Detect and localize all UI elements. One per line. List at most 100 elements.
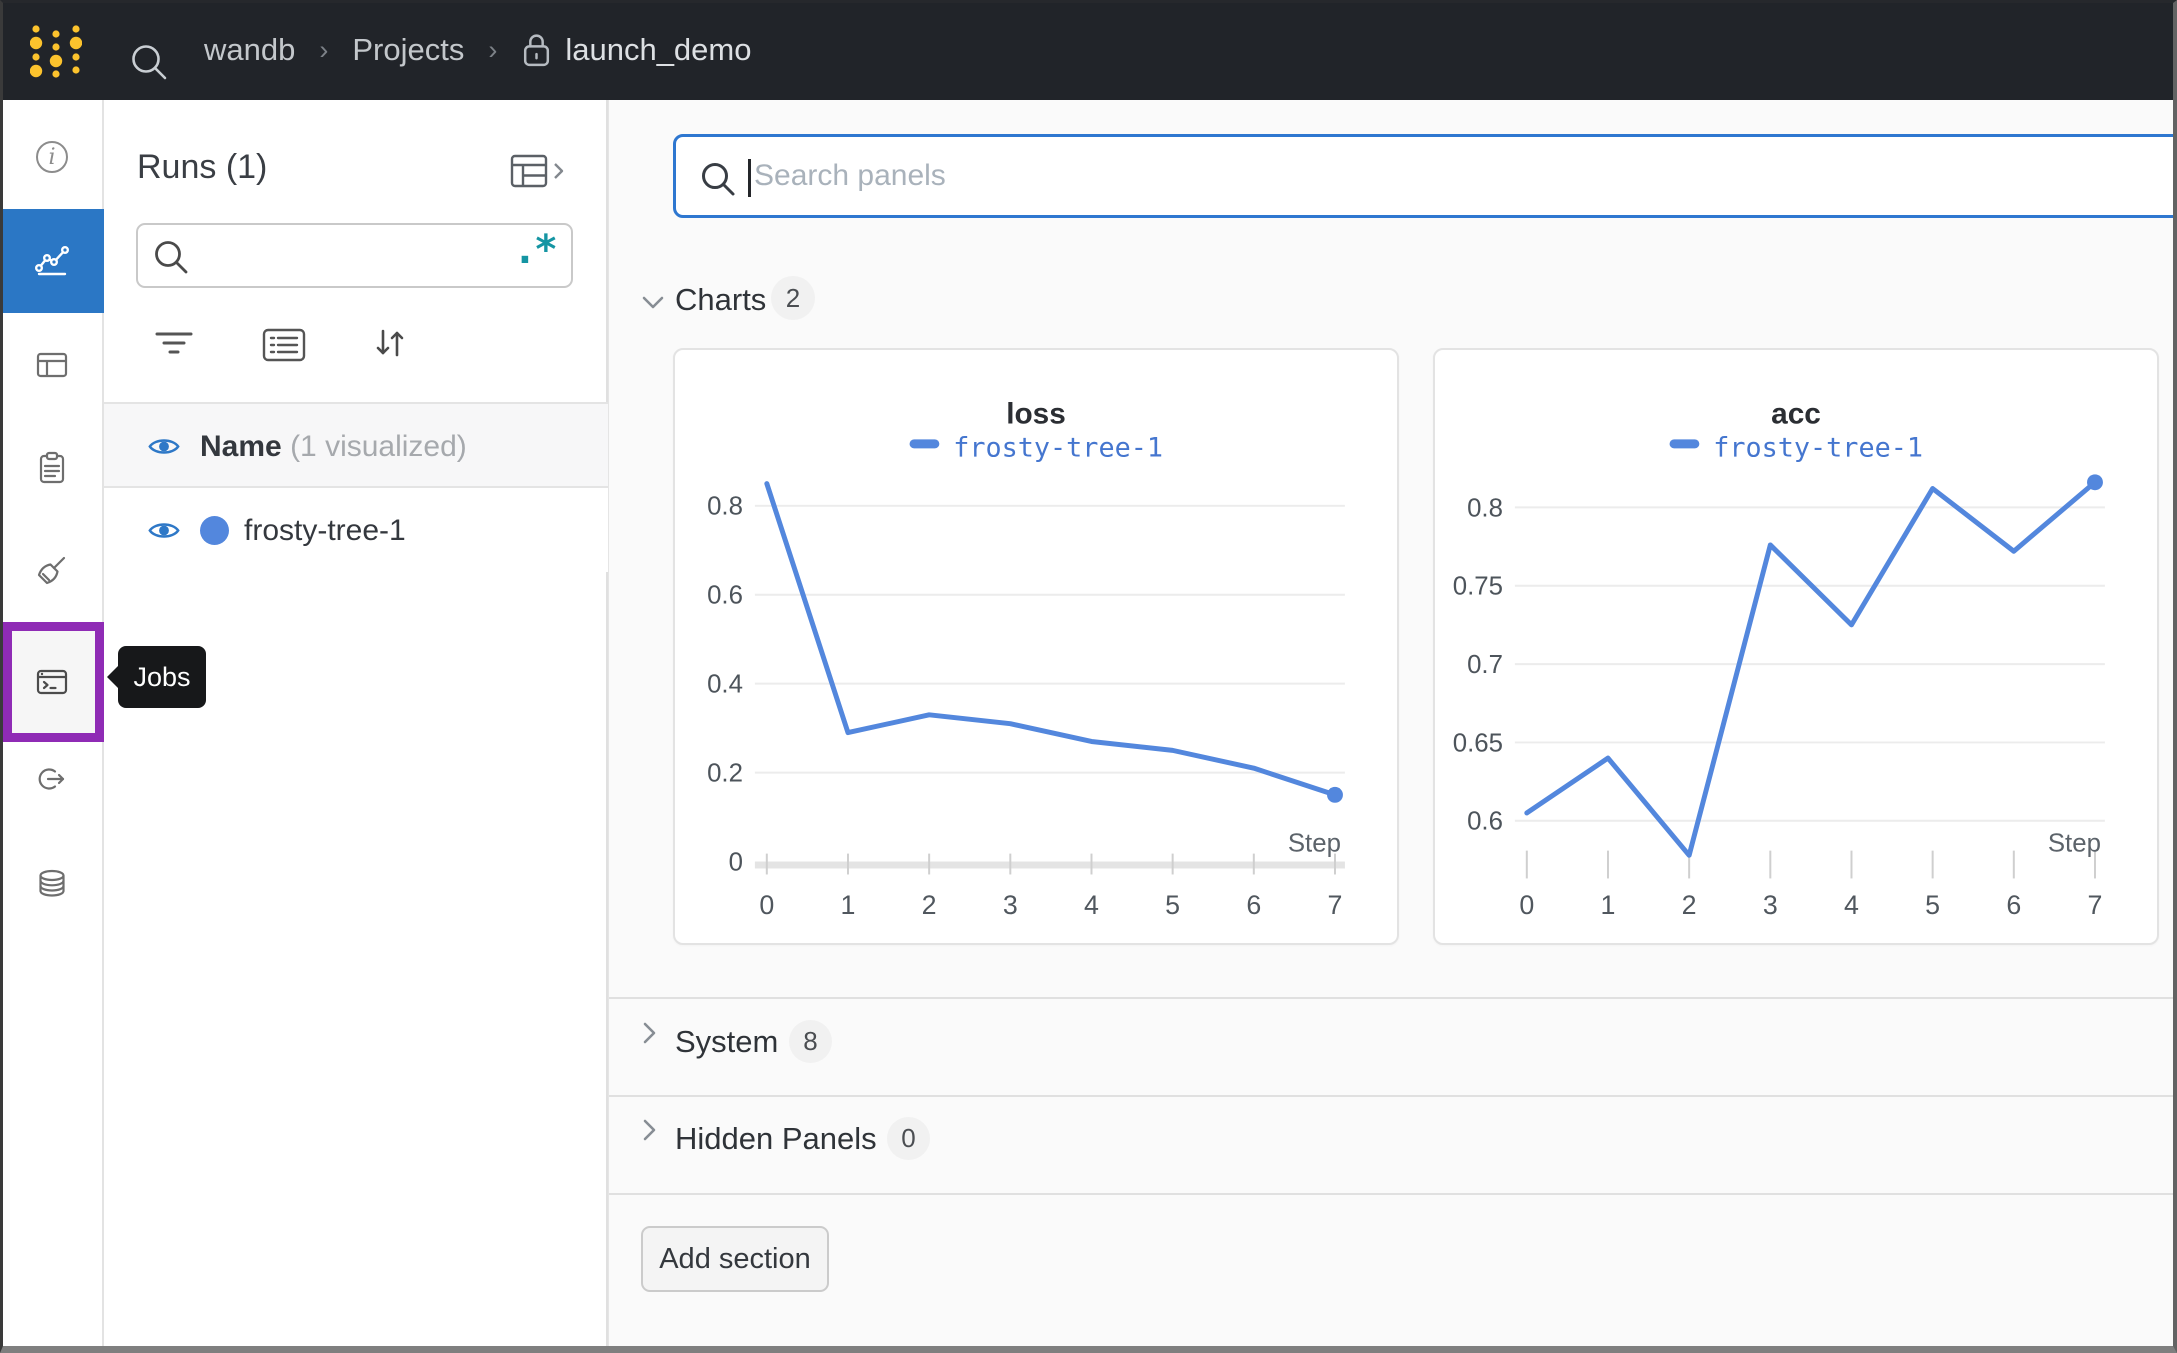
broom-icon — [37, 556, 66, 585]
runs-search-box: .* — [136, 223, 573, 288]
svg-text:0.2: 0.2 — [707, 760, 743, 788]
breadcrumb-projects-link[interactable]: Projects — [352, 32, 465, 67]
svg-text:0.8: 0.8 — [707, 493, 743, 521]
sidebar-item-panels[interactable] — [34, 347, 70, 383]
acc-chart-canvas: acc frosty-tree-1 0.6 0.65 0.7 0.75 0.8 0 1 2 3 4 5 6… — [1435, 350, 2157, 943]
eye-icon — [148, 439, 180, 454]
charts-section-title[interactable]: Charts — [675, 282, 767, 317]
panel-acc-chart[interactable]: acc frosty-tree-1 0.6 0.65 0.7 0.75 0.8 0 1 2 3 4 5 6… — [1433, 348, 2159, 945]
line-chart-icon — [35, 245, 70, 276]
visualized-count-label: (1 visualized) — [290, 430, 467, 463]
top-navigation-bar: wandb › Projects › launch_demo — [0, 0, 2177, 100]
breadcrumb-project[interactable]: launch_demo — [521, 32, 751, 69]
svg-text:0.7: 0.7 — [1467, 651, 1503, 679]
sidebar-item-artifacts[interactable] — [34, 866, 70, 902]
topbar-search-icon[interactable] — [128, 41, 170, 83]
svg-text:0: 0 — [759, 890, 774, 920]
regex-toggle-icon[interactable]: .* — [512, 227, 558, 273]
system-section-title[interactable]: System — [675, 1024, 779, 1059]
sidebar-item-notes[interactable] — [34, 450, 70, 486]
breadcrumb-org-link[interactable]: wandb — [204, 32, 296, 67]
sidebar-item-sweeps[interactable] — [34, 553, 70, 589]
runs-panel-title: Runs (1) — [137, 148, 268, 186]
svg-text:0.8: 0.8 — [1467, 494, 1503, 522]
svg-text:7: 7 — [1328, 890, 1343, 920]
toggle-all-visibility-button[interactable] — [148, 435, 180, 458]
chevron-down-icon — [642, 296, 664, 309]
sort-runs-button[interactable] — [372, 324, 408, 362]
svg-text:2: 2 — [922, 890, 937, 920]
section-divider — [609, 997, 2177, 999]
svg-text:1: 1 — [841, 890, 856, 920]
svg-text:0.6: 0.6 — [1467, 808, 1503, 836]
svg-text:2: 2 — [1682, 890, 1697, 920]
svg-text:4: 4 — [1084, 890, 1099, 920]
breadcrumb-separator-icon: › — [488, 34, 498, 65]
svg-text:frosty-tree-1: frosty-tree-1 — [1713, 432, 1923, 463]
wandb-logo[interactable] — [30, 22, 82, 80]
run-visibility-toggle[interactable] — [148, 519, 180, 542]
hidden-panels-section-title[interactable]: Hidden Panels — [675, 1121, 877, 1156]
svg-text:0.6: 0.6 — [707, 582, 743, 610]
section-divider — [609, 1095, 2177, 1097]
svg-text:0.75: 0.75 — [1453, 573, 1503, 601]
svg-text:3: 3 — [1003, 890, 1018, 920]
text-caret — [748, 159, 751, 197]
jobs-tooltip: Jobs — [107, 646, 206, 708]
section-divider — [609, 1193, 2177, 1195]
svg-text:4: 4 — [1844, 890, 1859, 920]
run-color-dot[interactable] — [200, 516, 229, 545]
jobs-tooltip-label: Jobs — [133, 661, 191, 692]
sidebar-item-overview[interactable]: i — [34, 139, 70, 175]
run-name[interactable]: frosty-tree-1 — [244, 514, 406, 547]
svg-text:7: 7 — [2088, 890, 2103, 920]
chevron-right-icon — [554, 163, 564, 179]
sidebar-item-launch[interactable] — [34, 763, 70, 799]
svg-text:1: 1 — [1601, 890, 1616, 920]
panel-search-input[interactable] — [754, 143, 2134, 209]
panel-loss-chart[interactable]: loss frosty-tree-1 0 0.2 0.4 0.6 0.8 0 1 2 3 4 5 6 7 St… — [673, 348, 1399, 945]
chevron-right-icon — [643, 1119, 656, 1141]
svg-text:5: 5 — [1165, 890, 1180, 920]
svg-text:i: i — [48, 145, 55, 170]
group-runs-button[interactable] — [262, 328, 306, 362]
jobs-terminal-icon — [36, 669, 68, 695]
chevron-right-icon — [643, 1022, 656, 1044]
svg-text:0: 0 — [729, 848, 743, 876]
svg-text:0: 0 — [1519, 890, 1534, 920]
table-layout-icon — [36, 352, 68, 378]
sidebar-item-jobs[interactable] — [34, 664, 70, 700]
launch-arrow-icon — [38, 768, 65, 790]
svg-text:frosty-tree-1: frosty-tree-1 — [953, 432, 1163, 463]
svg-text:6: 6 — [1246, 890, 1261, 920]
hidden-panels-count-badge: 0 — [887, 1117, 930, 1160]
svg-text:0.4: 0.4 — [707, 671, 743, 699]
eye-icon — [148, 523, 180, 538]
sidebar-item-workspace[interactable] — [34, 242, 70, 278]
database-icon — [39, 869, 65, 897]
expand-runs-table-button[interactable] — [510, 152, 566, 190]
runs-table-icon — [510, 154, 548, 188]
sidebar-item-jobs-highlight-box — [3, 622, 104, 742]
run-row[interactable]: frosty-tree-1 — [104, 488, 608, 572]
filter-icon — [155, 332, 193, 354]
sidebar-nav: i — [0, 100, 206, 1353]
private-lock-icon — [524, 33, 550, 66]
svg-text:0.65: 0.65 — [1453, 729, 1503, 757]
svg-text:6: 6 — [2006, 890, 2021, 920]
runs-column-header: Name (1 visualized) — [200, 430, 467, 463]
search-icon — [702, 163, 735, 196]
hidden-panels-expand-button[interactable] — [637, 1113, 661, 1147]
filter-runs-button[interactable] — [152, 328, 196, 360]
loss-chart-canvas: loss frosty-tree-1 0 0.2 0.4 0.6 0.8 0 1 2 3 4 5 6 7 St… — [675, 350, 1397, 943]
clipboard-icon — [39, 451, 65, 484]
charts-section-collapse-button[interactable] — [637, 290, 669, 316]
search-icon — [155, 241, 188, 274]
add-section-button[interactable]: Add section — [641, 1226, 829, 1292]
breadcrumb-separator-icon: › — [319, 34, 329, 65]
system-section-expand-button[interactable] — [637, 1016, 661, 1050]
runs-panel: Runs (1) .* — [104, 100, 608, 1353]
breadcrumb-project-name: launch_demo — [565, 32, 752, 67]
runs-search-input[interactable] — [194, 229, 494, 282]
workspace-main: Charts 2 lossfrosty-tree-100.20.40.60.80… — [608, 100, 2177, 1353]
